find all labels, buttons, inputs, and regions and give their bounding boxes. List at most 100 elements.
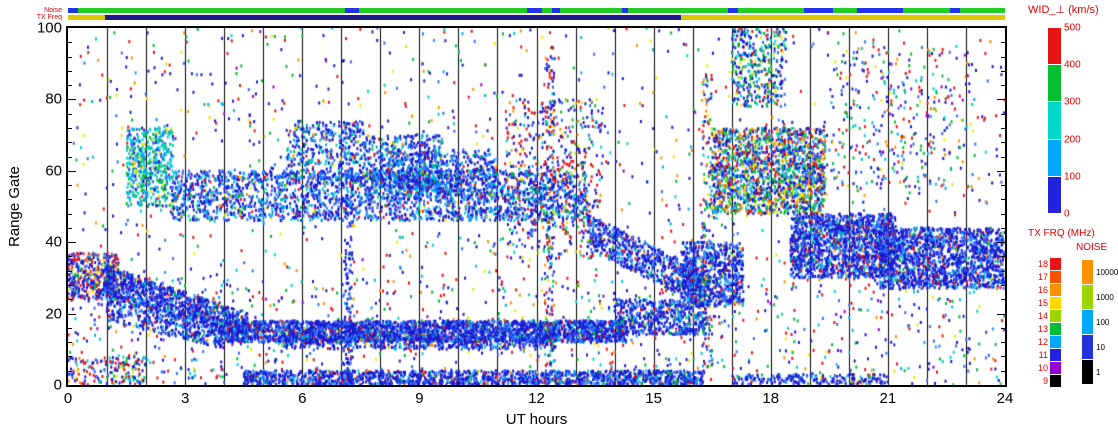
x-tick-label: 18 <box>762 390 780 407</box>
txfrq-tick-label: 17 <box>1037 272 1048 282</box>
x-tick-label: 24 <box>996 390 1014 407</box>
wid-colorbar-tick-label: 200 <box>1064 134 1081 146</box>
txfrq-tick-label: 16 <box>1037 285 1048 295</box>
y-axis-tick <box>997 99 1005 100</box>
wid-colorbar-segment <box>1048 102 1061 140</box>
y-axis-tick <box>68 114 72 115</box>
y-axis-tick <box>68 242 76 243</box>
txfreq-strip-segment <box>68 15 106 20</box>
noise-strip-segment <box>622 8 629 13</box>
y-axis-tick <box>68 128 72 129</box>
noise-tick-label: 10000 <box>1096 268 1118 277</box>
noise-status-strip <box>68 8 1005 13</box>
wid-colorbar-tick-label: 400 <box>1064 59 1081 71</box>
wid-colorbar-title: WID_⊥ (km/s) <box>1028 4 1099 16</box>
noise-strip-segment <box>727 8 738 13</box>
x-tick-label: 0 <box>63 390 73 407</box>
noise-colorbar-segment <box>1082 360 1093 384</box>
y-axis-tick <box>997 171 1005 172</box>
x-axis-title: UT hours <box>505 411 568 428</box>
y-axis-tick <box>1001 299 1005 300</box>
txfrq-colorbar-segment <box>1050 336 1061 348</box>
y-axis-tick <box>68 199 72 200</box>
y-axis-tick <box>1001 285 1005 286</box>
txfrq-colorbar-segment <box>1050 258 1061 270</box>
y-tick-label: 60 <box>45 162 62 180</box>
txfrq-colorbar-segment <box>1050 349 1061 361</box>
y-axis-tick <box>1001 371 1005 372</box>
noise-tick-label: 10 <box>1096 343 1105 352</box>
y-axis-tick <box>1001 214 1005 215</box>
txfreq-strip-segment <box>680 15 1005 20</box>
noise-strip-segment <box>960 8 1005 13</box>
txfrq-tick-label: 12 <box>1037 337 1048 347</box>
txfrq-tick-label: 10 <box>1037 363 1048 373</box>
txfrq-tick-label: 11 <box>1038 350 1048 360</box>
wid-colorbar-segment <box>1048 176 1061 215</box>
y-axis-tick <box>68 228 72 229</box>
noise-tick-label: 1 <box>1096 368 1101 377</box>
txfrq-tick-label: 15 <box>1037 298 1048 308</box>
y-axis-tick <box>1001 271 1005 272</box>
txfrq-tick-label: 9 <box>1042 376 1048 386</box>
txfrq-colorbar-segment <box>1050 323 1061 335</box>
y-axis-tick <box>68 285 72 286</box>
y-axis-tick <box>68 271 72 272</box>
noise-strip-segment <box>833 8 857 13</box>
noise-strip-segment <box>628 8 728 13</box>
noise-strip-segment <box>903 8 951 13</box>
y-axis-tick <box>997 242 1005 243</box>
txfrq-tick-label: 18 <box>1037 259 1048 269</box>
y-axis-tick <box>68 171 76 172</box>
y-axis-tick <box>1001 356 1005 357</box>
txfrq-colorbar-segment <box>1050 297 1061 309</box>
noise-strip-segment <box>552 8 560 13</box>
y-axis-tick <box>68 256 72 257</box>
wid-colorbar-tick-label: 100 <box>1064 171 1081 183</box>
x-tick-label: 9 <box>415 390 424 407</box>
y-axis-tick <box>68 99 76 100</box>
plot-frame <box>66 26 1007 387</box>
y-axis-tick <box>68 157 72 158</box>
y-axis-tick <box>997 314 1005 315</box>
y-axis-tick <box>68 185 72 186</box>
y-axis-tick <box>68 328 72 329</box>
noise-strip-segment <box>856 8 904 13</box>
noise-strip-segment <box>526 8 543 13</box>
wid-colorbar-tick-label: 0 <box>1064 208 1070 220</box>
y-tick-label: 80 <box>45 90 62 108</box>
noise-colorbar-title: NOISE <box>1076 242 1108 253</box>
noise-colorbar-segment <box>1082 285 1093 309</box>
y-axis-tick <box>1001 42 1005 43</box>
noise-colorbar-segment <box>1082 335 1093 359</box>
x-tick-label: 15 <box>645 390 662 407</box>
txfreq-strip-segment <box>105 15 681 20</box>
y-axis-tick <box>1001 199 1005 200</box>
txfrq-tick-label: 14 <box>1037 311 1048 321</box>
txfrq-colorbar-segment <box>1050 362 1061 374</box>
y-axis-tick <box>1001 157 1005 158</box>
x-tick-label: 3 <box>180 390 190 407</box>
txfreq-strip-label: TX Freq <box>36 14 62 21</box>
y-axis-tick <box>68 142 72 143</box>
y-axis-tick <box>1001 57 1005 58</box>
y-axis-tick <box>68 214 72 215</box>
y-tick-label: 0 <box>53 376 62 394</box>
y-axis-title: Range Gate <box>6 166 23 247</box>
noise-strip-segment <box>950 8 961 13</box>
noise-strip-segment <box>68 8 78 13</box>
wid-colorbar-tick-label: 300 <box>1064 96 1081 108</box>
y-axis-tick <box>68 85 72 86</box>
y-axis-tick <box>1001 142 1005 143</box>
y-axis-tick <box>1001 71 1005 72</box>
y-axis-tick <box>68 57 72 58</box>
y-axis-tick <box>1001 128 1005 129</box>
wid-colorbar-segment <box>1048 65 1061 103</box>
y-axis-tick <box>1001 342 1005 343</box>
y-axis-tick <box>68 314 76 315</box>
y-axis-tick <box>68 299 72 300</box>
y-axis-tick <box>1001 256 1005 257</box>
wid-colorbar <box>1048 28 1061 215</box>
noise-colorbar-segment <box>1082 310 1093 334</box>
